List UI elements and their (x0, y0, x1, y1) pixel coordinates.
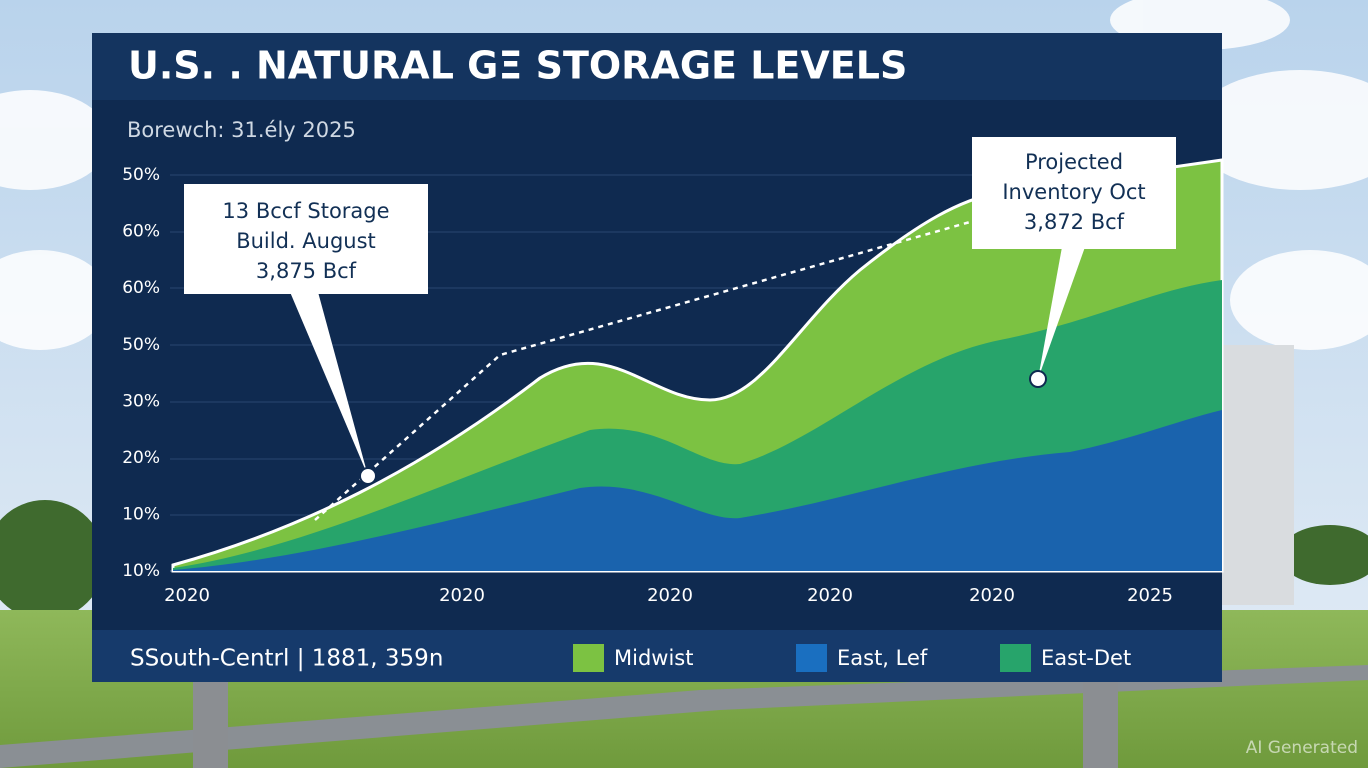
area-bottom (173, 410, 1222, 571)
pointer (1038, 247, 1085, 379)
dot (359, 467, 377, 485)
callout-line: 13 Bccf Storage (222, 199, 389, 223)
y-label: 20% (122, 448, 160, 468)
dashed-line (314, 220, 971, 521)
y-label: 10% (122, 505, 160, 525)
trees (0, 500, 1368, 620)
pointer (290, 292, 368, 476)
title-bar (92, 33, 1222, 100)
tank (1222, 345, 1294, 605)
legend-swatch (796, 644, 827, 672)
callout-line: 3,872 Bcf (1024, 210, 1125, 234)
watermark: AI Generated (1246, 738, 1358, 758)
callout-line: 3,875 Bcf (256, 259, 357, 283)
x-label: 2020 (439, 585, 485, 606)
legend-swatch (573, 644, 604, 672)
legend-label: Midwist (614, 646, 693, 670)
x-label: 2020 (807, 585, 853, 606)
callout-box (972, 137, 1176, 249)
callout-line: Projected (1025, 150, 1123, 174)
legend-swatch (1000, 644, 1031, 672)
subtitle: Borewch: 31.ély 2025 (127, 118, 356, 142)
y-label: 50% (122, 165, 160, 185)
title: U.S. . NATURAL GΞ STORAGE LEVELS (128, 44, 907, 88)
x-label: 2025 (1127, 585, 1173, 606)
legend-label: East-Det (1041, 646, 1131, 670)
footer-label: SSouth-Centrl | 1881, 359n (130, 646, 443, 672)
y-label: 10% (122, 561, 160, 581)
y-labels: 50% 60% 60% 50% 30% 20% 10% 10% (122, 165, 160, 581)
legend-label: East, Lef (837, 646, 928, 670)
callout-box (184, 184, 428, 294)
x-label: 2020 (164, 585, 210, 606)
post (193, 680, 228, 768)
callout-texts: 13 Bccf Storage Build. August 3,875 Bcf Pro… (222, 150, 1145, 283)
x-label: 2020 (969, 585, 1015, 606)
legend: Midwist East, Lef East-Det (573, 644, 1131, 672)
road (0, 665, 1368, 768)
y-label: 50% (122, 335, 160, 355)
callout-line: Inventory Oct (1002, 180, 1145, 204)
x-label: 2020 (647, 585, 693, 606)
callout-line: Build. August (236, 229, 376, 253)
y-label: 30% (122, 391, 160, 411)
y-label: 60% (122, 222, 160, 242)
post (1083, 680, 1118, 768)
legend-bar (92, 630, 1222, 682)
clouds (0, 0, 1368, 350)
y-label: 60% (122, 278, 160, 298)
dot (1029, 370, 1047, 388)
x-labels: 2020 2020 2020 2020 2020 2025 (164, 585, 1173, 606)
